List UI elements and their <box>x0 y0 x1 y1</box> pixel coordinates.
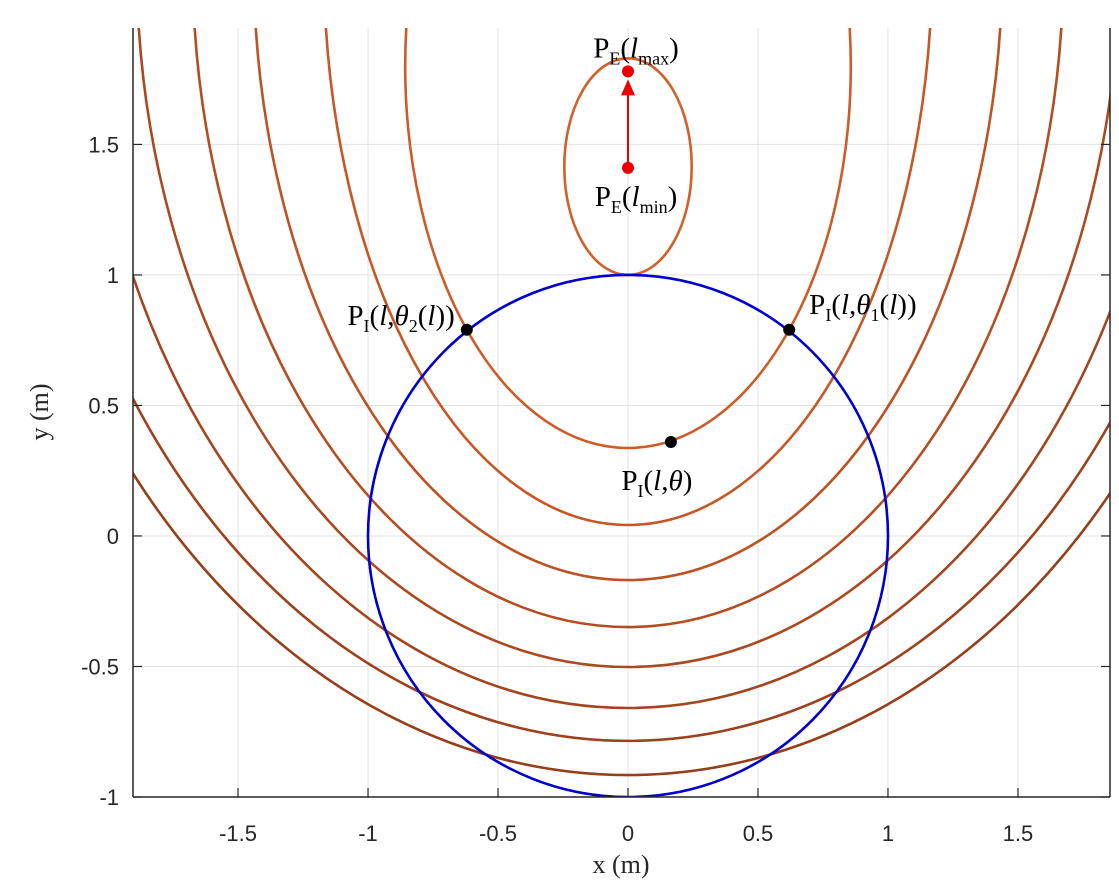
point <box>621 65 634 78</box>
y-tick-label: 1.5 <box>88 132 119 157</box>
point <box>664 435 677 448</box>
x-tick-label: 0.5 <box>743 821 774 846</box>
point-label: PE(lmax) <box>593 32 679 68</box>
y-tick-label: 1 <box>107 263 119 288</box>
point-label: PI(l,θ2(l)) <box>347 300 454 336</box>
axes: -1.5 -1 -0.5 0 0.5 1 1.5 -1 -0.5 0 0.5 1 1.5 <box>81 28 1111 846</box>
y-axis-label: y (m) <box>25 383 54 440</box>
label-part: θ <box>856 289 870 321</box>
label-part: I <box>825 305 831 325</box>
label-part: P <box>593 32 609 64</box>
y-tick-label: -0.5 <box>81 654 119 679</box>
label-part: max <box>638 48 669 68</box>
point-label: PI(l,θ1(l)) <box>809 289 916 325</box>
label-part: ( <box>370 300 380 332</box>
contour-curve <box>366 273 890 797</box>
point <box>783 323 796 336</box>
point <box>621 161 634 174</box>
label-part: θ <box>668 465 682 497</box>
label-part: ( <box>622 181 632 213</box>
label-part: ) <box>669 32 679 64</box>
label-part: ( <box>831 289 841 321</box>
label-part: ( <box>620 32 630 64</box>
label-part: 2 <box>409 316 418 336</box>
x-axis-label: x (m) <box>592 850 649 879</box>
label-part: 1 <box>871 305 880 325</box>
contour-curve <box>133 470 1110 777</box>
x-tick-label: -1.5 <box>219 821 257 846</box>
x-tick-label: -1 <box>358 821 378 846</box>
label-part: l <box>630 32 638 64</box>
label-part: ( <box>418 300 428 332</box>
label-part: ) <box>668 181 678 213</box>
arrow-head <box>620 79 635 96</box>
label-part: , <box>849 289 856 321</box>
label-part: min <box>640 197 668 217</box>
label-part: I <box>638 481 644 501</box>
label-part: P <box>621 465 637 497</box>
contour-curve <box>133 395 1110 742</box>
label-part: l <box>379 300 387 332</box>
points: PE(lmax)PE(lmin)PI(l,θ2(l)) PI(l,θ1(l))PI… <box>347 32 916 501</box>
label-part: l <box>632 181 640 213</box>
y-tick-label: 0.5 <box>88 393 119 418</box>
contour-curve <box>403 28 853 450</box>
label-part: , <box>387 300 394 332</box>
x-tick-label: 1.5 <box>1003 821 1034 846</box>
label-part: θ <box>395 300 409 332</box>
contour-curve <box>193 28 1063 629</box>
label-part: )) <box>897 289 916 321</box>
label-part: I <box>364 316 370 336</box>
label-part: l <box>889 289 897 321</box>
label-part: l <box>653 465 661 497</box>
x-tick-label: 0 <box>622 821 634 846</box>
point <box>460 323 473 336</box>
y-tick-label: 0 <box>107 524 119 549</box>
label-part: P <box>595 181 611 213</box>
label-part: E <box>609 48 620 68</box>
label-part: )) <box>435 300 454 332</box>
label-part: ( <box>644 465 654 497</box>
label-part: ( <box>880 289 890 321</box>
label-part: l <box>841 289 849 321</box>
label-part: l <box>427 300 435 332</box>
contour-curve <box>254 28 1002 582</box>
point-label: PI(l,θ) <box>621 465 692 501</box>
label-part: E <box>611 197 622 217</box>
label-part: ) <box>683 465 693 497</box>
contour-curve <box>137 28 1110 669</box>
y-tick-label: -1 <box>99 785 119 810</box>
label-part: P <box>809 289 825 321</box>
contour-curve <box>324 28 932 527</box>
point-label: PE(lmin) <box>595 181 678 217</box>
contour-curve <box>133 272 1110 710</box>
label-part: P <box>347 300 363 332</box>
grid <box>133 28 1110 798</box>
label-part: , <box>661 465 668 497</box>
x-tick-label: -0.5 <box>479 821 517 846</box>
curves <box>133 28 1110 797</box>
x-tick-label: 1 <box>882 821 894 846</box>
